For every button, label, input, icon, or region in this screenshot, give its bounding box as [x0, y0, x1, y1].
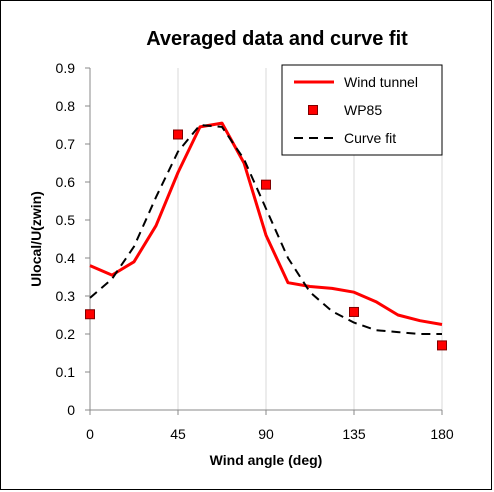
- x-tick-label: 45: [170, 426, 186, 442]
- y-tick-label: 0.6: [56, 174, 76, 190]
- y-tick-label: 0.1: [56, 364, 76, 380]
- y-tick-label: 0.9: [56, 60, 76, 76]
- x-axis-label: Wind angle (deg): [210, 452, 323, 468]
- x-tick-label: 135: [342, 426, 366, 442]
- y-tick-label: 0: [67, 402, 75, 418]
- chart-title: Averaged data and curve fit: [146, 28, 408, 50]
- curve-fit-line: [89, 124, 442, 335]
- y-tick-label: 0.3: [56, 288, 76, 304]
- y-tick-label: 0.5: [56, 212, 76, 228]
- wp85-point: [173, 129, 183, 140]
- x-tick-label: 90: [258, 426, 274, 442]
- y-tick-label: 0.2: [56, 326, 76, 342]
- wp85-point: [349, 306, 359, 317]
- tick-labels: 0 0.1 0.2 0.3 0.4 0.5 0.6 0.7 0.8 0.9 0 45 90 135 180: [56, 60, 454, 442]
- wind-tunnel-line: [89, 121, 443, 326]
- wp85-point: [261, 179, 271, 190]
- x-tick-label: 180: [430, 426, 454, 442]
- wp85-point: [85, 309, 95, 320]
- series: [85, 121, 447, 351]
- axes: [85, 67, 443, 415]
- legend-label: Curve fit: [344, 130, 396, 146]
- x-tick-label: 0: [86, 426, 94, 442]
- y-axis-label: Ulocal/U(zwin): [28, 191, 44, 287]
- y-tick-label: 0.8: [56, 98, 76, 114]
- legend: Wind tunnel WP85 Curve fit: [281, 64, 443, 156]
- legend-marker-wp85: [308, 105, 318, 115]
- y-tick-label: 0.4: [56, 250, 76, 266]
- legend-label: Wind tunnel: [344, 74, 418, 90]
- y-tick-label: 0.7: [56, 136, 76, 152]
- legend-label: WP85: [344, 102, 382, 118]
- wp85-point: [437, 340, 447, 351]
